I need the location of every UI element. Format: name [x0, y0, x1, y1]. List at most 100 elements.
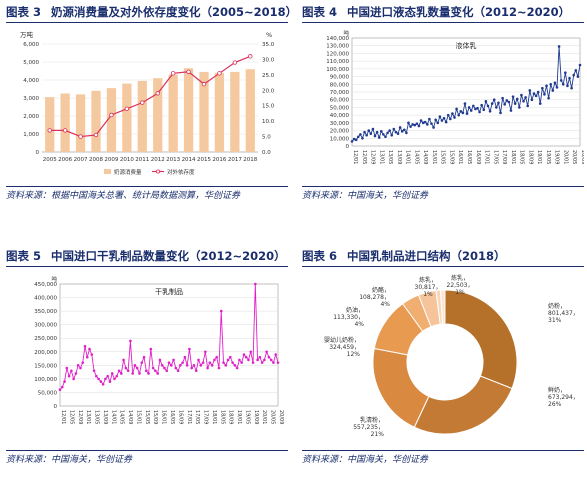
- chart-6-slice-label: 鲜奶， 673,294， 26%: [548, 386, 579, 408]
- chart-5-line-point: [272, 361, 275, 364]
- chart-4-line-point: [480, 103, 483, 107]
- chart-5-line-point: [256, 358, 259, 362]
- chart-5-x-tick-label: 17/09: [203, 410, 209, 424]
- chart-4-line-point: [352, 137, 356, 141]
- chart-3-bar: [245, 69, 255, 152]
- chart-4-line-point: [371, 127, 375, 131]
- chart-5-line-point: [95, 374, 98, 378]
- chart-4-line-point: [356, 135, 360, 139]
- chart-3-y-tick-label: 2,000: [23, 114, 39, 120]
- chart-4-line-point: [361, 136, 364, 140]
- chart-4-x-tick-label: 18/05: [519, 150, 525, 164]
- chart-4-line-point: [444, 120, 448, 124]
- chart-6-svg: 奶粉， 801,437， 31% 鲜奶， 673,294， 26% 乳清粉， 557,235，…: [324, 274, 579, 438]
- chart-4-line-point: [486, 104, 490, 108]
- chart-5-line-point: [110, 372, 114, 375]
- chart-5-line-point: [70, 369, 73, 373]
- chart-4-line-point: [476, 106, 479, 110]
- chart-5-x-tick-label: 20/05: [270, 410, 276, 424]
- chart-6-slice-label: 奶油， 113,330， 4%: [333, 306, 364, 328]
- chart-5-line-point: [135, 366, 139, 370]
- chart-5-line-point: [219, 309, 223, 313]
- chart-4-line-point: [467, 106, 471, 109]
- chart-4-line-point: [509, 109, 513, 112]
- chart-3-line-point: [186, 69, 191, 74]
- chart-3-left-unit: 万吨: [20, 30, 34, 39]
- chart-3-bar: [230, 71, 240, 152]
- chart-4-y-tick-label: 0: [346, 144, 350, 150]
- chart-4-y-tick-label: 130,000: [326, 44, 349, 50]
- chart-5-line-point: [208, 361, 212, 364]
- chart-5-line-point: [217, 366, 221, 370]
- chart-4-line-point: [469, 109, 473, 112]
- chart-5-line-point: [104, 377, 107, 381]
- chart-5-x-tick-label: 19/01: [236, 410, 242, 424]
- chart-4-line-point: [536, 90, 540, 94]
- chart-4-line-point: [530, 98, 534, 102]
- chart-5-line-point: [192, 364, 196, 367]
- chart-5-line-point: [142, 355, 146, 359]
- chart-4-y-tick-label: 40,000: [330, 113, 350, 119]
- chart-4-y-tick-label: 30,000: [330, 121, 350, 127]
- chart-5-line-point: [213, 358, 216, 362]
- chart-3-source-rule: [6, 186, 288, 187]
- chart-3-y2-tick-label: 0.0: [262, 150, 271, 156]
- chart-4-y-tick-label: 80,000: [330, 82, 350, 88]
- chart-3-y-tick-label: 5,000: [23, 60, 39, 66]
- chart-5-line-point: [63, 380, 66, 383]
- chart-4-line-point: [442, 116, 446, 120]
- chart-4-x-tick-label: 15/05: [440, 150, 446, 164]
- chart-4-line-point: [394, 130, 398, 134]
- chart-5-line-point: [229, 355, 232, 359]
- chart-4-line-point: [497, 101, 500, 105]
- chart-4-line-point: [369, 132, 373, 135]
- chart-5-line-point: [151, 366, 155, 370]
- chart-3-title-rule: [6, 22, 288, 23]
- chart-5-line-point: [92, 369, 96, 373]
- chart-5-line-point: [188, 347, 191, 351]
- chart-5-line-point: [163, 366, 166, 370]
- chart-4-line-point: [365, 133, 368, 137]
- chart-4-line-point: [417, 124, 421, 128]
- chart-4-y-tick-label: 50,000: [330, 105, 350, 111]
- chart-4-x-tick-label: 15/01: [431, 150, 437, 164]
- chart-5-line-point: [85, 355, 89, 359]
- chart-5-line-point: [167, 361, 171, 364]
- chart-5-unit: 吨: [51, 275, 57, 283]
- chart-4-line-point: [392, 127, 396, 131]
- chart-4-svg: 吨液体乳010,00020,00030,00040,00050,00060,00…: [326, 29, 584, 164]
- chart-3-line-point: [140, 100, 145, 105]
- chart-5-x-tick-label: 17/01: [186, 410, 192, 424]
- chart-6-slice-label: 婴幼儿奶粉， 324,459， 12%: [324, 336, 360, 358]
- chart-4-line-point: [386, 131, 389, 135]
- chart-4-line-point: [488, 109, 492, 113]
- chart-3-x-tick-label: 2007: [74, 157, 88, 163]
- chart-5-x-tick-label: 16/01: [161, 410, 167, 424]
- chart-5-x-tick-label: 13/01: [85, 410, 91, 424]
- chart-4-y-tick-label: 20,000: [330, 129, 350, 135]
- chart-5-line-point: [222, 361, 225, 364]
- chart-4-line-point: [541, 86, 544, 90]
- chart-4-line-point: [482, 108, 486, 112]
- chart-5-x-tick-label: 16/09: [177, 410, 183, 424]
- chart-5-y-tick-label: 400,000: [34, 296, 57, 302]
- chart-5-line-point: [60, 385, 64, 389]
- chart-4-line-point: [440, 119, 444, 122]
- chart-4-line-point: [407, 121, 410, 125]
- chart-4-x-tick-label: 19/09: [554, 150, 560, 164]
- chart-4-line-point: [390, 133, 394, 137]
- chart-4-x-tick-label: 18/09: [527, 150, 533, 164]
- chart-3-y2-tick-label: 20.0: [262, 88, 275, 94]
- chart-4-y-tick-label: 70,000: [330, 90, 350, 96]
- chart-5-line-point: [97, 377, 100, 381]
- chart-5-x-tick-label: 13/05: [94, 410, 100, 424]
- chart-5-line-point: [67, 374, 71, 378]
- chart-5-y-tick-label: 0: [54, 404, 58, 410]
- chart-5-line-point: [81, 361, 85, 364]
- chart-4-line-point: [423, 120, 427, 124]
- chart-3-line-point: [248, 54, 253, 59]
- chart-4-line-point: [453, 116, 456, 119]
- chart-4-line-point: [461, 111, 465, 115]
- chart-4-line-point: [438, 115, 442, 118]
